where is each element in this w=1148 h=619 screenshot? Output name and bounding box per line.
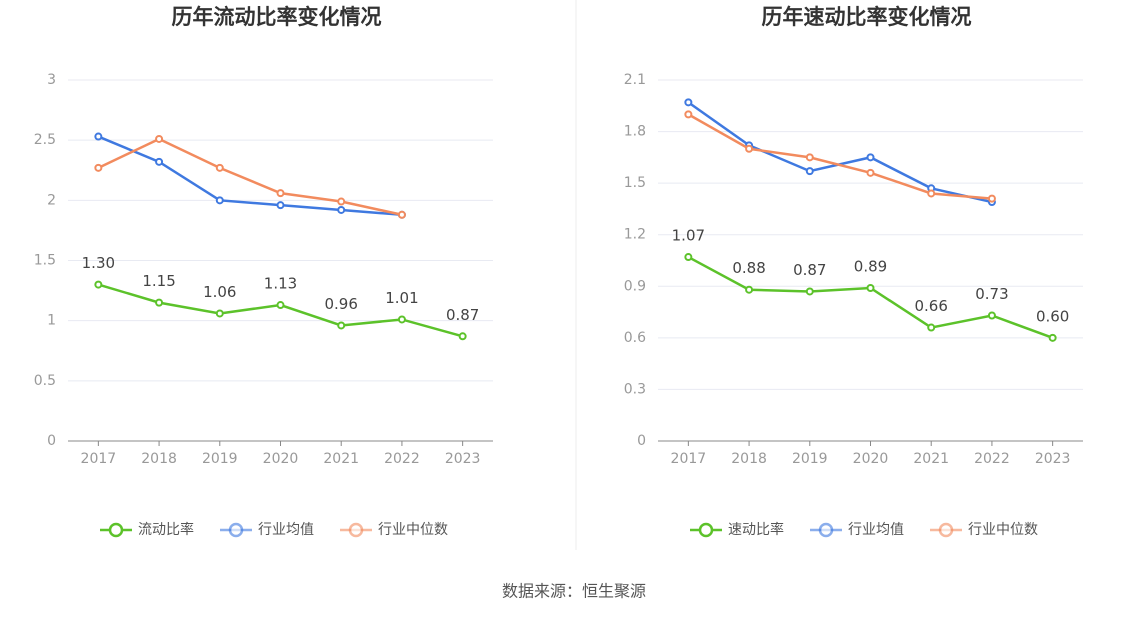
value-label: 1.15 (142, 272, 175, 290)
x-tick-label: 2022 (974, 451, 1010, 467)
legend-marker (818, 522, 834, 538)
legend-label: 流动比率 (138, 521, 194, 538)
point (94, 163, 103, 172)
legend-label: 行业中位数 (968, 522, 1038, 538)
value-label: 0.60 (1036, 307, 1069, 325)
x-tick-label: 2018 (141, 451, 177, 467)
x-tick-label: 2023 (1035, 451, 1071, 467)
point (94, 132, 103, 141)
point (987, 311, 996, 320)
y-tick-label: 2.1 (624, 72, 646, 88)
y-tick-label: 1.2 (624, 227, 646, 243)
point (397, 315, 406, 324)
y-tick-label: 2 (47, 192, 56, 208)
x-tick-label: 2019 (202, 451, 238, 467)
value-label: 1.07 (672, 227, 705, 245)
y-tick-label: 0 (637, 433, 646, 449)
point (155, 298, 164, 307)
legend-label: 速动比率 (728, 521, 784, 538)
point (745, 285, 754, 294)
point (866, 168, 875, 177)
x-tick-label: 2018 (731, 451, 767, 467)
point (458, 332, 467, 341)
chart-title: 历年速动比率变化情况 (762, 5, 972, 29)
point (215, 309, 224, 318)
y-tick-label: 3 (47, 72, 56, 88)
legend-marker (348, 522, 364, 538)
value-label: 0.89 (854, 258, 887, 276)
point (684, 110, 693, 119)
legend-marker (938, 522, 954, 538)
x-tick-label: 2017 (81, 451, 117, 467)
y-tick-label: 1.8 (624, 124, 646, 140)
x-tick-label: 2023 (445, 451, 481, 467)
legend-marker (698, 522, 714, 538)
legend-marker (108, 522, 124, 538)
point (927, 189, 936, 198)
point (745, 144, 754, 153)
point (215, 163, 224, 172)
y-tick-label: 0.9 (624, 278, 646, 294)
value-label: 1.01 (385, 289, 418, 307)
x-tick-label: 2021 (323, 451, 359, 467)
point (155, 134, 164, 143)
y-tick-label: 0.6 (624, 330, 646, 346)
point (1048, 333, 1057, 342)
x-tick-label: 2017 (671, 451, 707, 467)
point (927, 323, 936, 332)
x-tick-label: 2022 (384, 451, 420, 467)
point (337, 321, 346, 330)
legend-label: 行业中位数 (378, 522, 448, 538)
point (337, 197, 346, 206)
point (155, 157, 164, 166)
x-tick-label: 2020 (263, 451, 299, 467)
series-line (97, 135, 403, 217)
value-label: 1.06 (203, 283, 236, 301)
point (215, 196, 224, 205)
point (805, 153, 814, 162)
point (276, 301, 285, 310)
source: 数据来源：恒生聚源 (502, 582, 646, 601)
value-label: 0.73 (975, 285, 1008, 303)
y-tick-label: 2.5 (34, 132, 56, 148)
chart-title: 历年流动比率变化情况 (172, 5, 382, 29)
point (684, 253, 693, 262)
point (337, 205, 346, 214)
x-tick-label: 2019 (792, 451, 828, 467)
y-tick-label: 0 (47, 433, 56, 449)
value-label: 0.66 (915, 297, 948, 315)
point (805, 167, 814, 176)
value-label: 0.88 (732, 259, 765, 277)
value-label: 0.87 (793, 261, 826, 279)
value-label: 1.13 (264, 275, 297, 293)
y-tick-label: 0.5 (34, 373, 56, 389)
point (866, 153, 875, 162)
series-line (687, 113, 993, 200)
point (94, 280, 103, 289)
point (276, 201, 285, 210)
x-tick-label: 2020 (853, 451, 889, 467)
point (987, 194, 996, 203)
point (397, 210, 406, 219)
y-tick-label: 1.5 (34, 253, 56, 269)
value-label: 0.87 (446, 306, 479, 324)
y-tick-label: 1.5 (624, 175, 646, 191)
point (805, 287, 814, 296)
legend-label: 行业均值 (258, 522, 314, 538)
value-label: 1.30 (82, 254, 115, 272)
value-label: 0.96 (325, 295, 358, 313)
point (866, 284, 875, 293)
x-tick-label: 2021 (913, 451, 949, 467)
y-tick-label: 1 (47, 313, 56, 329)
series-line (687, 101, 993, 204)
legend-marker (228, 522, 244, 538)
point (276, 189, 285, 198)
y-tick-label: 0.3 (624, 381, 646, 397)
legend-label: 行业均值 (848, 522, 904, 538)
series-line (97, 137, 403, 216)
point (684, 98, 693, 107)
